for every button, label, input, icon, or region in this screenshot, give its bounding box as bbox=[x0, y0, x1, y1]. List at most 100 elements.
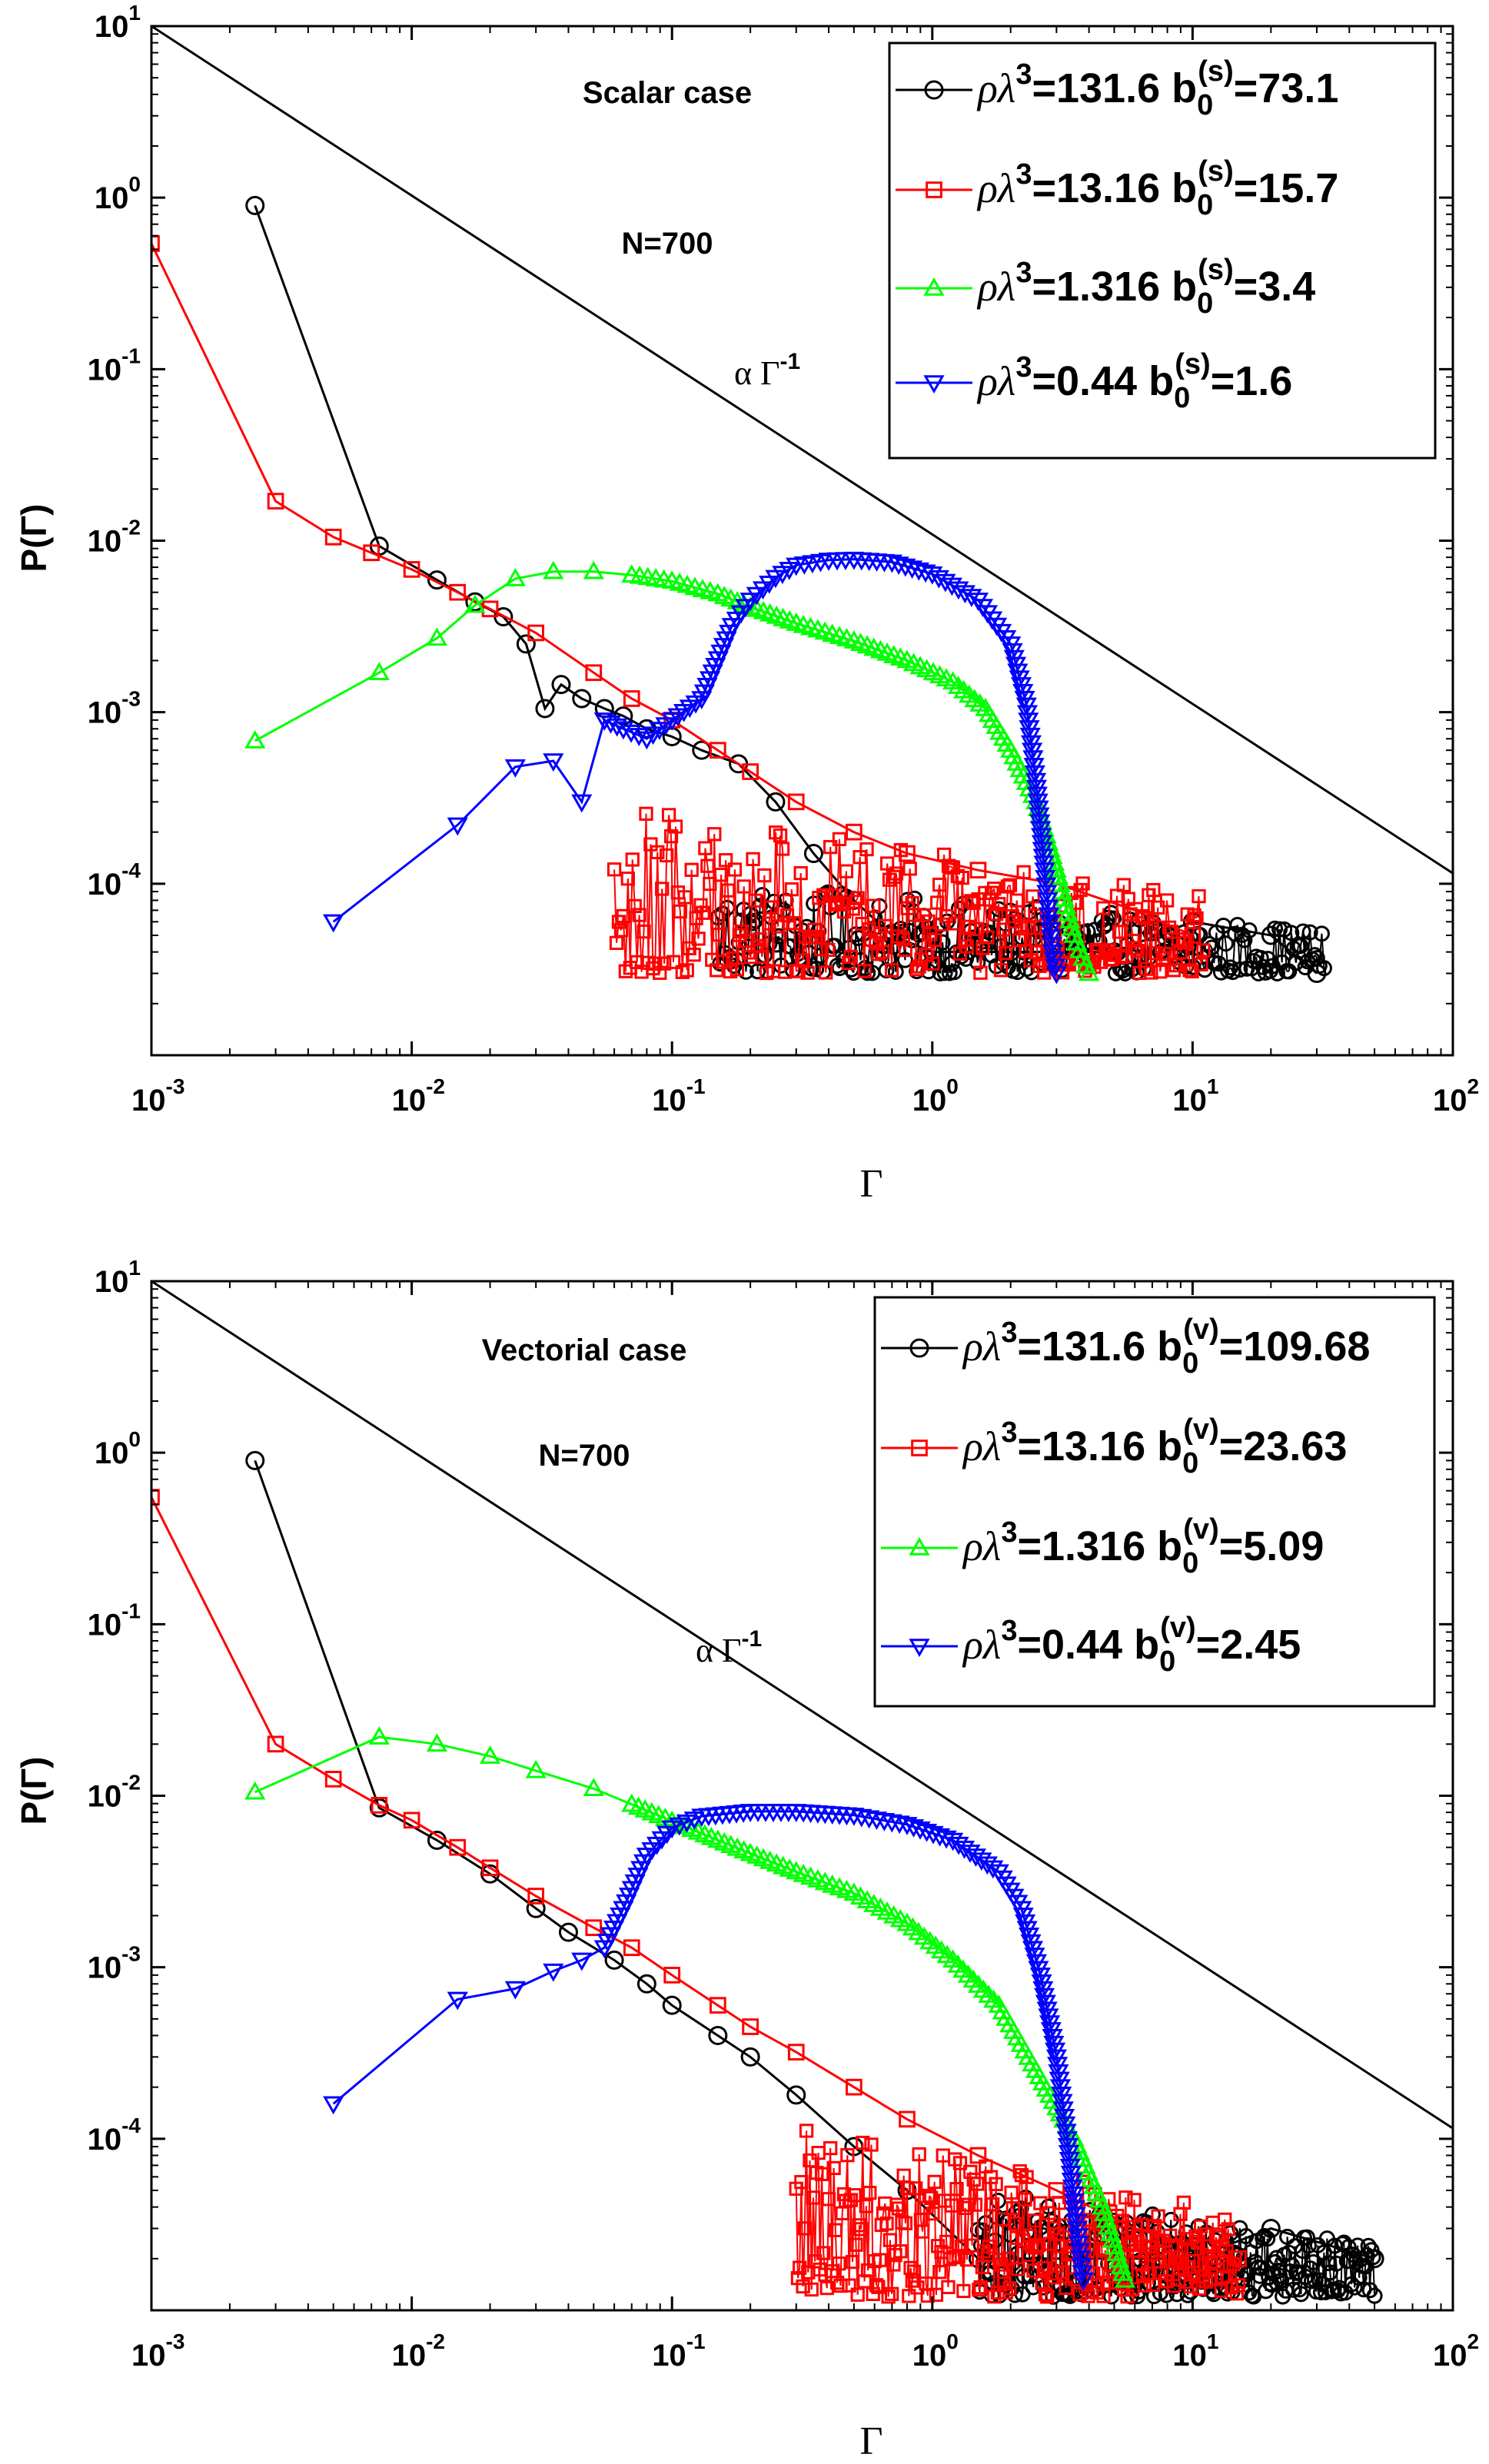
legend-b-sub: 0 bbox=[1174, 382, 1190, 414]
noise-segment bbox=[777, 835, 782, 927]
y-tick-label: 10-2 bbox=[88, 516, 141, 559]
x-tick-base: 10 bbox=[131, 1084, 166, 1117]
legend-rho-exp: 3 bbox=[1001, 1615, 1017, 1647]
legend-rho-value: =1.316 bbox=[1032, 264, 1160, 310]
noise-segment bbox=[783, 915, 788, 972]
noise-point bbox=[1038, 2287, 1053, 2302]
data-point bbox=[371, 1797, 388, 1814]
noise-segment bbox=[882, 925, 886, 952]
x-tick-base: 10 bbox=[392, 1084, 426, 1117]
legend-b-sub: 0 bbox=[1182, 1347, 1198, 1380]
y-tick-exponent: -3 bbox=[121, 687, 141, 711]
noise-segment bbox=[966, 926, 970, 947]
legend-b-value: =73.1 bbox=[1234, 65, 1339, 111]
x-tick-base: 10 bbox=[652, 1084, 686, 1117]
data-point bbox=[899, 845, 916, 862]
data-point bbox=[895, 558, 916, 577]
data-point bbox=[504, 759, 526, 778]
noise-segment bbox=[977, 899, 982, 973]
x-tick-exponent: -2 bbox=[426, 1074, 445, 1098]
legend-b-value: =109.68 bbox=[1219, 1323, 1371, 1370]
legend-b-sup: (v) bbox=[1183, 1413, 1218, 1446]
data-point bbox=[244, 1781, 266, 1800]
noise-segment bbox=[1162, 953, 1165, 958]
data-point bbox=[324, 528, 342, 546]
noise-segment bbox=[1098, 920, 1103, 941]
data-point bbox=[613, 721, 634, 740]
legend-rho-value: =0.44 bbox=[1017, 1622, 1122, 1668]
data-point bbox=[803, 844, 823, 864]
legend-space bbox=[1145, 1523, 1157, 1569]
noise-segment bbox=[704, 848, 709, 866]
x-axis-label: Γ bbox=[859, 1162, 882, 1206]
legend-box bbox=[888, 42, 1437, 460]
x-tick-exponent: 2 bbox=[1467, 2330, 1480, 2353]
data-point bbox=[1102, 2229, 1123, 2248]
legend-entry-0: ρλ3=131.6 b0(v)=109.68 bbox=[881, 1313, 1370, 1380]
noise-point bbox=[1196, 943, 1211, 958]
legend-box bbox=[873, 1296, 1436, 1708]
noise-segment bbox=[899, 850, 904, 940]
noise-segment bbox=[1095, 948, 1099, 952]
legend-marker bbox=[924, 80, 944, 100]
noise-segment bbox=[908, 2267, 912, 2296]
noise-segment bbox=[939, 2252, 942, 2273]
data-point bbox=[1112, 2263, 1134, 2281]
noise-segment bbox=[1109, 958, 1113, 961]
legend-rho: ρλ bbox=[976, 264, 1015, 310]
x-tick-label: 10-1 bbox=[652, 2330, 705, 2373]
legend-marker bbox=[926, 181, 942, 198]
legend-marker bbox=[909, 1536, 930, 1556]
legend-b-value: =3.4 bbox=[1234, 264, 1316, 310]
noise-segment bbox=[1018, 925, 1022, 941]
x-tick-label: 102 bbox=[1433, 1074, 1479, 1117]
x-tick-label: 10-3 bbox=[131, 2330, 184, 2373]
series-1 bbox=[151, 1489, 1247, 2304]
noise-point bbox=[1029, 2240, 1045, 2255]
y-tick-base: 10 bbox=[88, 353, 122, 387]
data-point bbox=[585, 664, 603, 682]
noise-segment bbox=[1039, 2203, 1043, 2283]
noise-segment bbox=[1165, 2258, 1169, 2282]
noise-point bbox=[1155, 951, 1170, 965]
x-tick-label: 101 bbox=[1172, 1074, 1218, 1117]
data-point bbox=[969, 862, 987, 879]
noise-segment bbox=[863, 849, 868, 971]
data-point bbox=[709, 1997, 726, 2014]
legend-rho-exp: 3 bbox=[1001, 1317, 1017, 1349]
data-point bbox=[787, 793, 805, 811]
noise-point bbox=[773, 828, 788, 843]
n-annotation: N=700 bbox=[539, 1439, 630, 1473]
data-point bbox=[543, 1963, 564, 1982]
data-point bbox=[1100, 2223, 1122, 2241]
legend-space bbox=[1122, 1622, 1134, 1668]
y-tick-exponent: -3 bbox=[121, 1942, 141, 1966]
legend-b-value: =2.45 bbox=[1196, 1622, 1301, 1668]
n-annotation: N=700 bbox=[622, 227, 713, 261]
data-point bbox=[846, 2078, 862, 2096]
noise-segment bbox=[1022, 872, 1027, 951]
legend-rho: ρλ bbox=[962, 1423, 1001, 1469]
y-tick-base: 10 bbox=[95, 1436, 129, 1470]
noise-segment bbox=[845, 871, 849, 963]
data-layer bbox=[151, 26, 1453, 985]
legend-rho-value: =131.6 bbox=[1032, 65, 1160, 111]
y-tick-base: 10 bbox=[95, 10, 129, 44]
noise-segment bbox=[942, 2155, 946, 2201]
data-point bbox=[787, 2044, 805, 2061]
noise-segment bbox=[1134, 947, 1138, 951]
data-point bbox=[369, 1798, 389, 1818]
data-point bbox=[1092, 2196, 1113, 2215]
noise-segment bbox=[706, 865, 711, 885]
y-tick-base: 10 bbox=[88, 2123, 122, 2157]
legend-b-sub: 0 bbox=[1197, 189, 1213, 221]
scalar-case-panel: 10-3 10-2 10-1 100 101 10210-410-310-210-1100… bbox=[14, 1, 1479, 1206]
data-point bbox=[843, 1808, 865, 1826]
noise-segment bbox=[756, 905, 761, 971]
noise-segment bbox=[1241, 2271, 1245, 2279]
data-point bbox=[543, 753, 564, 772]
noise-segment bbox=[773, 832, 777, 971]
noise-segment bbox=[953, 952, 958, 972]
data-point bbox=[551, 675, 571, 695]
